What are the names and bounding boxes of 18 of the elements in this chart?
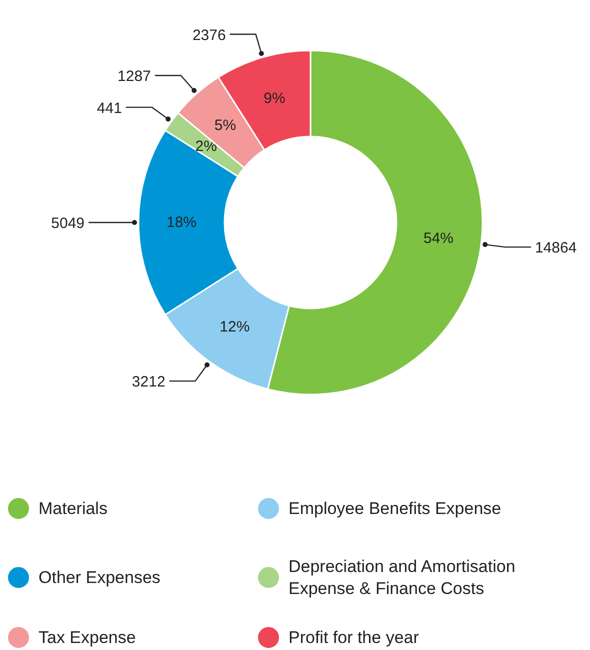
data-label: 18%: [166, 214, 197, 231]
data-label: 9%: [264, 90, 286, 108]
text: 1287: [118, 68, 151, 85]
text: 441: [96, 100, 122, 117]
legend-label: Employee Benefits Expense: [288, 499, 502, 518]
data-label: 12%: [220, 318, 250, 336]
text: 3212: [132, 374, 166, 391]
legend-label: Depreciation and Amortisation Expense & Finance Costs: [288, 557, 516, 598]
legend-label: Other Expenses: [38, 568, 160, 587]
legend-label: Tax Expense: [38, 628, 136, 647]
data-label: 2%: [195, 138, 217, 156]
text: 2376: [192, 26, 226, 44]
legend-label: Materials: [38, 499, 108, 518]
data-label: 5%: [214, 117, 236, 134]
text: 14864: [534, 240, 577, 257]
legend-label: Profit for the year: [288, 628, 420, 647]
data-label: 54%: [423, 230, 454, 248]
text: 5049: [51, 215, 85, 232]
